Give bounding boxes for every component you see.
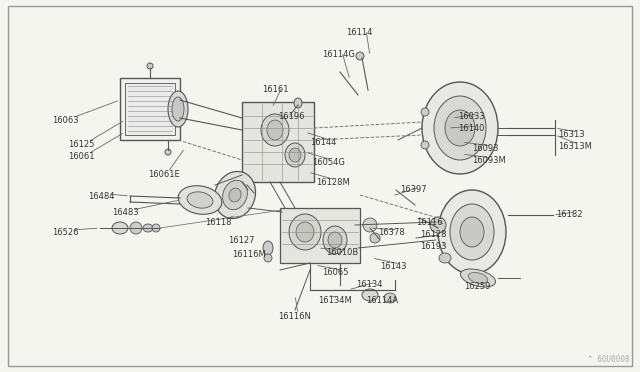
- Ellipse shape: [438, 190, 506, 274]
- Ellipse shape: [165, 149, 171, 155]
- Text: 16063: 16063: [52, 116, 79, 125]
- Bar: [280, 208, 360, 263]
- Ellipse shape: [289, 148, 301, 162]
- Text: 16116N: 16116N: [278, 312, 311, 321]
- Ellipse shape: [370, 233, 380, 243]
- Text: 16116M: 16116M: [232, 250, 266, 259]
- Text: 16259: 16259: [464, 282, 490, 291]
- Text: 16093: 16093: [472, 144, 499, 153]
- Ellipse shape: [263, 241, 273, 255]
- Ellipse shape: [468, 273, 488, 283]
- Text: 16061E: 16061E: [148, 170, 180, 179]
- Text: 16127: 16127: [228, 236, 255, 245]
- Text: 16116: 16116: [416, 218, 442, 227]
- Ellipse shape: [384, 293, 396, 303]
- Text: 16313: 16313: [558, 130, 584, 139]
- Ellipse shape: [289, 214, 321, 250]
- Text: 16118: 16118: [205, 218, 232, 227]
- Text: 16093M: 16093M: [472, 156, 506, 165]
- Ellipse shape: [445, 110, 475, 146]
- Ellipse shape: [152, 224, 160, 232]
- Ellipse shape: [112, 222, 128, 234]
- Ellipse shape: [172, 97, 184, 121]
- Ellipse shape: [421, 108, 429, 116]
- Text: 16114G: 16114G: [322, 50, 355, 59]
- Ellipse shape: [362, 289, 378, 301]
- Text: 16526: 16526: [52, 228, 79, 237]
- Text: 16033: 16033: [458, 112, 484, 121]
- Ellipse shape: [450, 204, 494, 260]
- Text: 16182: 16182: [556, 210, 582, 219]
- Ellipse shape: [130, 222, 142, 234]
- Bar: [242, 102, 314, 182]
- Ellipse shape: [356, 52, 364, 60]
- Text: 16143: 16143: [380, 262, 406, 271]
- Ellipse shape: [187, 192, 213, 208]
- Ellipse shape: [430, 217, 446, 233]
- Text: 16128M: 16128M: [316, 178, 349, 187]
- Ellipse shape: [168, 91, 188, 127]
- Text: 16065: 16065: [322, 268, 349, 277]
- Text: ^ 60U0008: ^ 60U0008: [588, 355, 630, 364]
- Ellipse shape: [223, 180, 248, 210]
- Ellipse shape: [328, 232, 342, 248]
- Ellipse shape: [461, 269, 495, 287]
- Text: 16484: 16484: [88, 192, 115, 201]
- Text: 16134: 16134: [356, 280, 383, 289]
- Text: 16114: 16114: [346, 28, 372, 37]
- Ellipse shape: [294, 98, 302, 108]
- Ellipse shape: [421, 141, 429, 149]
- Ellipse shape: [178, 186, 222, 214]
- Ellipse shape: [439, 253, 451, 263]
- Text: 16134M: 16134M: [318, 296, 352, 305]
- Text: 16144: 16144: [310, 138, 337, 147]
- Ellipse shape: [229, 188, 241, 202]
- Ellipse shape: [261, 114, 289, 146]
- Ellipse shape: [363, 218, 377, 232]
- Bar: [125, 83, 175, 135]
- Text: 16397: 16397: [400, 185, 427, 194]
- Ellipse shape: [267, 120, 283, 140]
- Text: 16161: 16161: [262, 85, 289, 94]
- Text: 16114A: 16114A: [366, 296, 398, 305]
- Ellipse shape: [460, 217, 484, 247]
- Ellipse shape: [214, 171, 255, 219]
- Text: 16193: 16193: [420, 242, 447, 251]
- Ellipse shape: [147, 63, 153, 69]
- Text: 16196: 16196: [278, 112, 305, 121]
- Text: 16128: 16128: [420, 230, 447, 239]
- Ellipse shape: [285, 143, 305, 167]
- Bar: [120, 78, 180, 140]
- Ellipse shape: [434, 96, 486, 160]
- Text: 16140: 16140: [458, 124, 484, 133]
- Ellipse shape: [143, 224, 153, 232]
- Text: 16010B: 16010B: [326, 248, 358, 257]
- Ellipse shape: [264, 254, 272, 262]
- Text: 16378: 16378: [378, 228, 404, 237]
- Text: 16313M: 16313M: [558, 142, 592, 151]
- Ellipse shape: [422, 82, 498, 174]
- Text: 16061: 16061: [68, 152, 95, 161]
- Text: 16483: 16483: [112, 208, 139, 217]
- Ellipse shape: [323, 226, 347, 254]
- Text: 16054G: 16054G: [312, 158, 345, 167]
- Ellipse shape: [296, 222, 314, 242]
- Text: 16125: 16125: [68, 140, 94, 149]
